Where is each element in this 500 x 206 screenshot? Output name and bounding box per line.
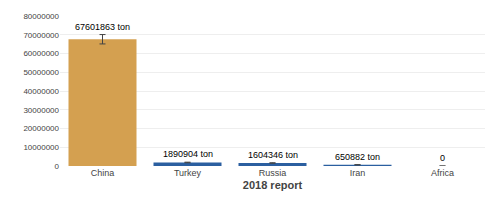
svg-text:0: 0 xyxy=(55,162,60,171)
svg-text:Africa: Africa xyxy=(431,168,454,178)
svg-text:2018 report: 2018 report xyxy=(243,179,303,191)
svg-text:10000000: 10000000 xyxy=(23,143,59,152)
svg-text:30000000: 30000000 xyxy=(23,106,59,115)
svg-text:China: China xyxy=(91,168,115,178)
svg-text:0: 0 xyxy=(440,153,445,163)
svg-text:20000000: 20000000 xyxy=(23,124,59,133)
svg-text:1604346 ton: 1604346 ton xyxy=(248,150,298,160)
svg-text:650882 ton: 650882 ton xyxy=(335,152,380,162)
svg-text:Iran: Iran xyxy=(350,168,366,178)
svg-text:60000000: 60000000 xyxy=(23,49,59,58)
svg-text:70000000: 70000000 xyxy=(23,31,59,40)
svg-text:Turkey: Turkey xyxy=(174,168,202,178)
svg-text:Russia: Russia xyxy=(259,168,287,178)
svg-text:50000000: 50000000 xyxy=(23,68,59,77)
svg-text:80000000: 80000000 xyxy=(23,12,59,21)
svg-text:40000000: 40000000 xyxy=(23,87,59,96)
svg-text:1890904 ton: 1890904 ton xyxy=(163,149,213,159)
svg-text:67601863 ton: 67601863 ton xyxy=(75,22,130,32)
